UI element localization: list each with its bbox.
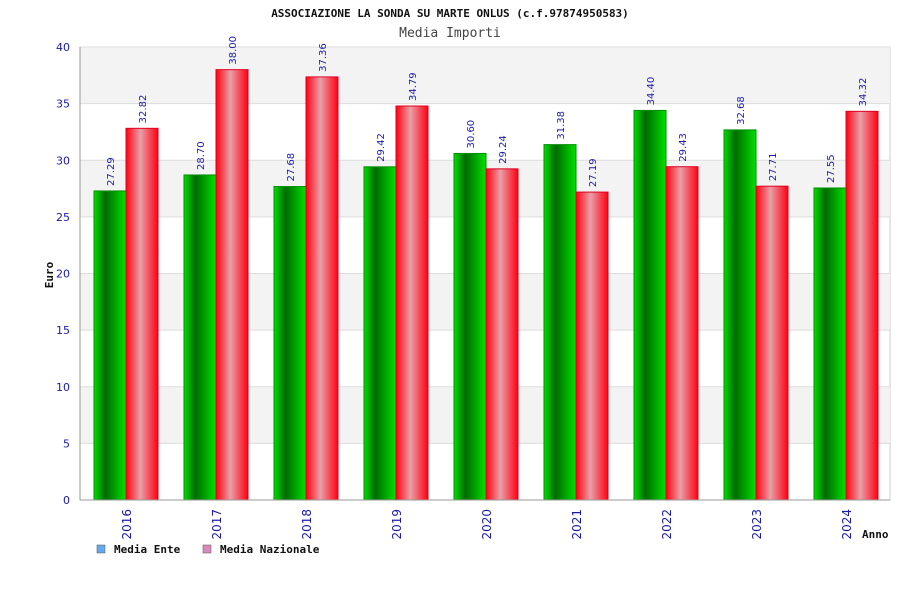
x-tick-label: 2020 xyxy=(480,509,494,540)
bar-media-nazionale-2024 xyxy=(845,110,879,501)
bar-media-nazionale-2021 xyxy=(575,191,609,501)
x-tick-label: 2021 xyxy=(570,509,584,540)
x-axis-label: Anno xyxy=(862,528,889,541)
y-tick-label: 30 xyxy=(56,154,70,167)
value-label: 29.42 xyxy=(376,133,387,162)
bar-media-ente-2018 xyxy=(273,186,307,501)
legend-swatch xyxy=(202,544,212,554)
x-tick-label: 2022 xyxy=(660,509,674,540)
value-label: 31.38 xyxy=(556,111,567,140)
value-label: 29.24 xyxy=(498,135,509,164)
value-label: 29.43 xyxy=(678,133,689,162)
value-label: 32.68 xyxy=(736,96,747,125)
value-label: 30.60 xyxy=(466,120,477,149)
y-tick-label: 0 xyxy=(63,494,70,507)
bar-media-nazionale-2020 xyxy=(485,168,519,501)
bar-media-nazionale-2016 xyxy=(125,127,159,501)
y-axis-ticks: 0 5 10 15 20 25 30 35 40 xyxy=(56,41,70,507)
bar-media-ente-2021 xyxy=(543,144,577,501)
y-axis-label: Euro xyxy=(43,261,56,288)
x-tick-label: 2016 xyxy=(120,509,134,540)
legend: Media Ente Media Nazionale xyxy=(96,543,320,556)
bar-media-ente-2019 xyxy=(363,166,397,501)
grid-band xyxy=(80,47,890,104)
y-tick-label: 40 xyxy=(56,41,70,54)
value-label: 32.82 xyxy=(138,95,149,124)
bars xyxy=(93,69,879,501)
x-axis-ticks: 2016 2017 2018 2019 2020 2021 2022 2023 2024 xyxy=(120,509,854,540)
y-tick-label: 20 xyxy=(56,268,70,281)
y-tick-label: 35 xyxy=(56,98,70,111)
value-label: 27.19 xyxy=(588,158,599,187)
y-tick-label: 15 xyxy=(56,324,70,337)
bar-media-ente-2024 xyxy=(813,187,847,501)
chart-title: ASSOCIAZIONE LA SONDA SU MARTE ONLUS (c.… xyxy=(271,7,629,20)
y-tick-label: 5 xyxy=(63,437,70,450)
bar-media-ente-2020 xyxy=(453,152,487,501)
bar-media-nazionale-2019 xyxy=(395,105,429,501)
value-label: 27.29 xyxy=(106,157,117,186)
value-label: 28.70 xyxy=(196,141,207,170)
x-tick-label: 2024 xyxy=(840,509,854,540)
value-label: 34.40 xyxy=(646,77,657,106)
value-labels: 27.29 32.82 28.70 38.00 27.68 37.36 29.42 34.79… xyxy=(106,36,869,187)
y-tick-label: 10 xyxy=(56,381,70,394)
x-tick-label: 2017 xyxy=(210,509,224,540)
value-label: 38.00 xyxy=(228,36,239,65)
legend-swatch xyxy=(96,544,106,554)
x-tick-label: 2019 xyxy=(390,509,404,540)
y-tick-label: 25 xyxy=(56,211,70,224)
bar-media-ente-2022 xyxy=(633,109,667,501)
bar-media-ente-2017 xyxy=(183,174,217,501)
axes xyxy=(79,47,890,501)
value-label: 34.32 xyxy=(858,78,869,107)
bar-media-nazionale-2022 xyxy=(665,166,699,501)
x-tick-label: 2023 xyxy=(750,509,764,540)
value-label: 27.71 xyxy=(768,153,779,182)
legend-label: Media Nazionale xyxy=(220,543,320,556)
bar-media-ente-2023 xyxy=(723,129,757,501)
value-label: 27.55 xyxy=(826,154,837,183)
value-label: 37.36 xyxy=(318,43,329,72)
bar-media-nazionale-2017 xyxy=(215,69,249,501)
legend-label: Media Ente xyxy=(114,543,181,556)
value-label: 27.68 xyxy=(286,153,297,182)
value-label: 34.79 xyxy=(408,72,419,101)
chart-subtitle: Media Importi xyxy=(399,26,501,41)
bar-media-ente-2016 xyxy=(93,190,127,501)
x-tick-label: 2018 xyxy=(300,509,314,540)
bar-media-nazionale-2023 xyxy=(755,185,789,501)
bar-media-nazionale-2018 xyxy=(305,76,339,501)
